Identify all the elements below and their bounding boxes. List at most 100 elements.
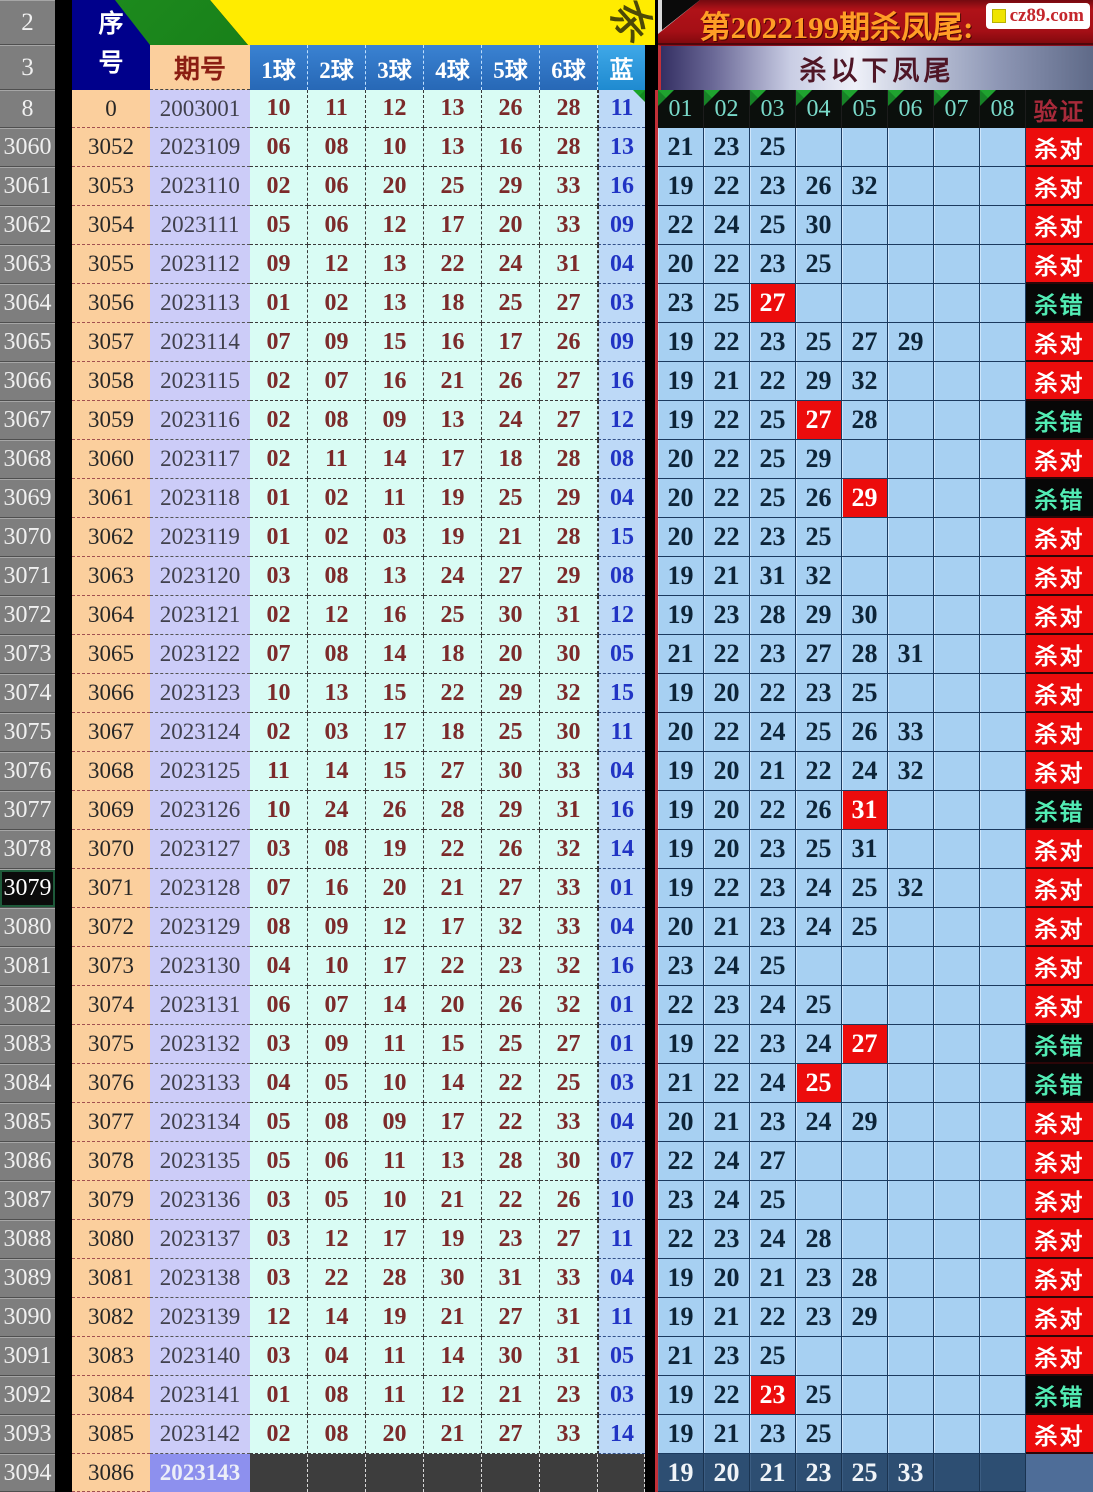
row-number-cell[interactable]: 3077 [0,791,55,830]
period-cell[interactable]: 2023119 [150,518,250,557]
verdict-cell-wrong[interactable]: 杀错 [1026,791,1093,830]
ball-cell[interactable]: 28 [482,1142,540,1181]
kill-cell[interactable] [888,986,934,1025]
ball-cell[interactable]: 33 [540,908,598,947]
ball-cell[interactable]: 26 [482,90,540,128]
seq-cell[interactable]: 3085 [72,1415,150,1454]
ball-cell[interactable]: 27 [540,1220,598,1259]
kill-cell[interactable]: 26 [796,167,842,206]
kill-cell[interactable]: 19 [658,830,704,869]
ball-cell[interactable]: 10 [308,947,366,986]
kill-cell[interactable]: 25 [704,284,750,323]
ball-cell[interactable]: 02 [250,362,308,401]
kill-cell-hit[interactable]: 27 [842,1025,888,1064]
kill-cell[interactable]: 21 [658,635,704,674]
kill-cell[interactable] [934,713,980,752]
kill-cell[interactable] [934,674,980,713]
seq-cell[interactable]: 3082 [72,1298,150,1337]
kill-cell[interactable]: 23 [750,1103,796,1142]
kill-cell[interactable]: 19 [658,1454,704,1492]
kill-cell[interactable] [980,713,1026,752]
verdict-cell-wrong[interactable]: 杀错 [1026,1025,1093,1064]
ball-cell[interactable]: 16 [366,596,424,635]
kill-cell[interactable]: 21 [704,908,750,947]
kill-cell[interactable] [934,986,980,1025]
kill-cell[interactable] [980,1025,1026,1064]
kill-cell-hit[interactable]: 27 [750,284,796,323]
kill-cell[interactable] [796,1181,842,1220]
ball-cell[interactable]: 25 [482,1025,540,1064]
row-number-cell[interactable]: 3093 [0,1415,55,1454]
blue-ball-cell[interactable]: 16 [598,791,645,830]
kill-cell[interactable]: 21 [704,1103,750,1142]
ball-cell[interactable]: 24 [482,245,540,284]
ball-cell[interactable]: 13 [424,90,482,128]
kill-cell[interactable] [842,947,888,986]
kill-cell[interactable]: 27 [796,635,842,674]
verdict-cell-correct[interactable]: 杀对 [1026,752,1093,791]
period-cell[interactable]: 2023112 [150,245,250,284]
ball-cell[interactable]: 26 [482,830,540,869]
ball-cell[interactable]: 24 [308,791,366,830]
ball-cell[interactable]: 10 [366,1181,424,1220]
ball-cell[interactable]: 15 [424,1025,482,1064]
row-number-cell[interactable]: 3089 [0,1259,55,1298]
blue-ball-cell[interactable]: 16 [598,362,645,401]
kill-column-header[interactable]: 01 [658,90,704,128]
period-cell[interactable]: 2003001 [150,90,250,128]
ball-cell[interactable]: 20 [482,206,540,245]
ball-cell[interactable]: 05 [250,1142,308,1181]
kill-column-header[interactable]: 03 [750,90,796,128]
seq-cell[interactable]: 3074 [72,986,150,1025]
ball-cell[interactable]: 21 [424,1298,482,1337]
ball-cell[interactable]: 11 [366,1376,424,1415]
ball-column-header[interactable]: 5球 [482,45,540,90]
ball-cell[interactable]: 02 [250,713,308,752]
ball-cell[interactable]: 26 [540,1181,598,1220]
kill-cell[interactable] [934,1259,980,1298]
kill-cell[interactable] [934,323,980,362]
kill-cell[interactable] [796,1142,842,1181]
kill-cell[interactable]: 19 [658,791,704,830]
kill-cell[interactable]: 21 [750,1259,796,1298]
ball-cell[interactable]: 22 [424,830,482,869]
kill-cell[interactable] [888,128,934,167]
kill-cell[interactable] [842,1064,888,1103]
kill-cell[interactable]: 24 [796,1025,842,1064]
kill-cell[interactable] [980,1259,1026,1298]
blue-ball-cell[interactable]: 08 [598,557,645,596]
kill-cell[interactable]: 25 [750,479,796,518]
blue-ball-cell[interactable]: 05 [598,635,645,674]
ball-cell[interactable]: 10 [250,791,308,830]
ball-cell[interactable]: 31 [540,245,598,284]
blue-ball-cell[interactable]: 11 [598,1298,645,1337]
ball-cell[interactable]: 12 [308,596,366,635]
kill-cell[interactable] [842,245,888,284]
kill-cell[interactable]: 22 [704,401,750,440]
kill-cell[interactable] [842,206,888,245]
ball-cell[interactable]: 30 [482,596,540,635]
seq-cell[interactable]: 3084 [72,1376,150,1415]
ball-cell[interactable]: 01 [250,518,308,557]
kill-cell[interactable] [934,1415,980,1454]
ball-cell[interactable]: 16 [366,362,424,401]
kill-cell[interactable]: 22 [704,440,750,479]
ball-cell[interactable]: 32 [540,986,598,1025]
ball-cell[interactable]: 27 [482,557,540,596]
kill-cell[interactable] [888,1376,934,1415]
kill-cell[interactable] [980,401,1026,440]
kill-cell[interactable] [796,1337,842,1376]
kill-cell[interactable] [934,1220,980,1259]
kill-cell[interactable] [934,869,980,908]
kill-cell[interactable]: 22 [704,1025,750,1064]
ball-cell[interactable]: 10 [366,128,424,167]
ball-cell[interactable]: 14 [366,986,424,1025]
blue-ball-cell[interactable]: 15 [598,674,645,713]
ball-cell[interactable]: 12 [366,206,424,245]
kill-cell[interactable] [888,908,934,947]
ball-cell[interactable]: 03 [250,830,308,869]
ball-cell[interactable]: 19 [366,830,424,869]
kill-cell[interactable] [796,284,842,323]
blue-ball-cell[interactable]: 16 [598,167,645,206]
kill-cell[interactable]: 24 [750,1220,796,1259]
